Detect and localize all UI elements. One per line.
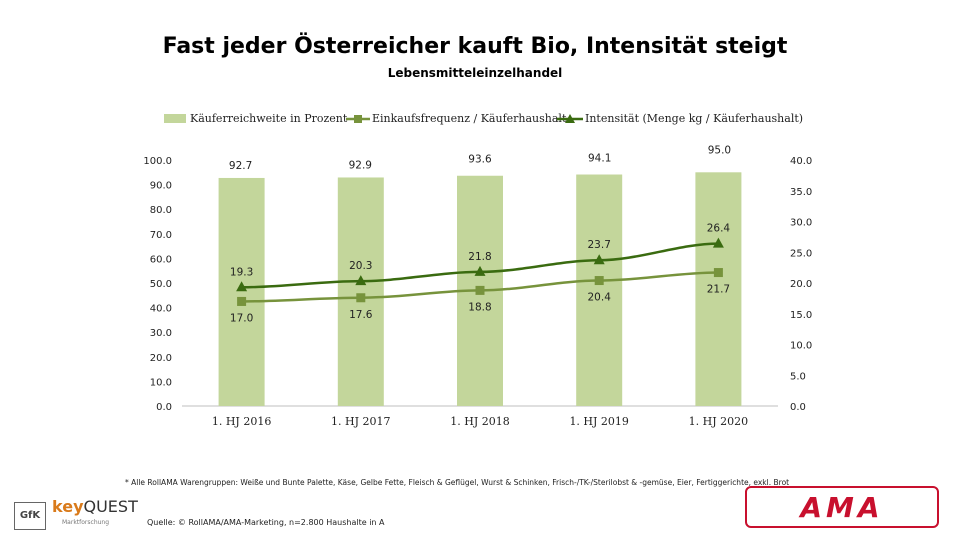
right-axis-tick-label: 30.0 (790, 218, 812, 229)
frequency-data-label: 21.7 (707, 284, 730, 296)
frequency-data-label: 17.6 (349, 309, 373, 321)
keyquest-subtitle: Marktforschung (62, 519, 110, 526)
bar-data-label: 92.7 (229, 160, 252, 172)
right-axis-tick-label: 20.0 (790, 279, 812, 290)
frequency-point (713, 268, 723, 278)
left-axis-tick-label: 90.0 (150, 181, 172, 192)
intensity-point (236, 281, 248, 292)
legend-bar-swatch (164, 114, 186, 123)
keyquest-logo: keyQUEST (52, 497, 138, 516)
intensity-data-label: 26.4 (707, 223, 731, 235)
left-axis-tick-label: 80.0 (150, 205, 172, 216)
left-axis-tick-label: 0.0 (156, 402, 172, 413)
frequency-point (237, 296, 247, 306)
frequency-data-label: 18.8 (468, 301, 491, 313)
footnote: * Alle RollAMA Warengruppen: Weiße und B… (125, 478, 790, 487)
left-axis-tick-label: 50.0 (150, 279, 172, 290)
bar-data-label: 95.0 (708, 144, 731, 156)
keyquest-key: key (52, 497, 84, 516)
bar-data-label: 94.1 (588, 153, 611, 165)
source-note: Quelle: © RollAMA/AMA-Marketing, n=2.800… (147, 518, 385, 527)
bar-data-label: 93.6 (468, 154, 492, 166)
intensity-data-label: 19.3 (230, 266, 253, 278)
intensity-data-label: 21.8 (468, 251, 491, 263)
left-axis-tick-label: 60.0 (150, 254, 172, 265)
frequency-point (475, 285, 485, 295)
left-axis-tick-label: 30.0 (150, 328, 172, 339)
bar (695, 172, 742, 406)
chart-title: Fast jeder Österreicher kauft Bio, Inten… (162, 34, 788, 59)
bar-data-label: 92.9 (349, 159, 372, 171)
x-tick-label: 1. HJ 2016 (212, 415, 272, 428)
right-axis-tick-label: 25.0 (790, 248, 812, 259)
x-tick-label: 1. HJ 2020 (689, 415, 749, 428)
left-axis-tick-label: 10.0 (150, 377, 172, 388)
frequency-data-label: 17.0 (230, 312, 253, 324)
right-axis-tick-label: 5.0 (790, 371, 806, 382)
frequency-data-label: 20.4 (588, 292, 612, 304)
right-axis-tick-label: 35.0 (790, 187, 812, 198)
right-axis-tick-label: 15.0 (790, 310, 812, 321)
left-axis-tick-label: 20.0 (150, 353, 172, 364)
bar (576, 174, 623, 406)
left-axis-tick-label: 100.0 (143, 156, 172, 167)
left-axis-tick-label: 70.0 (150, 230, 172, 241)
legend-item-frequency: Einkaufsfrequenz / Käuferhaushalt (372, 112, 567, 125)
intensity-point (712, 237, 724, 248)
right-axis-tick-label: 0.0 (790, 402, 806, 413)
legend-frequency-marker (354, 115, 362, 123)
intensity-point (593, 254, 605, 265)
left-axis-tick-label: 40.0 (150, 304, 172, 315)
intensity-data-label: 23.7 (588, 239, 611, 251)
bar (337, 177, 384, 406)
bar (218, 177, 265, 406)
ama-logo-text: AMA (800, 490, 884, 524)
gfk-logo: GfK (14, 502, 46, 530)
right-axis-tick-label: 40.0 (790, 156, 812, 167)
ama-logo: AMA (745, 486, 939, 528)
x-tick-label: 1. HJ 2017 (331, 415, 391, 428)
keyquest-quest: QUEST (83, 497, 138, 516)
frequency-point (594, 276, 604, 286)
chart-subtitle: Lebensmitteleinzelhandel (387, 66, 563, 80)
legend-item-reach: Käuferreichweite in Prozent (190, 112, 348, 125)
right-axis-tick-label: 10.0 (790, 341, 812, 352)
intensity-data-label: 20.3 (349, 260, 372, 272)
legend-item-intensity: Intensität (Menge kg / Käuferhaushalt) (585, 112, 803, 125)
intensity-point (355, 275, 367, 286)
intensity-point (474, 265, 486, 276)
legend-intensity-marker (565, 114, 575, 123)
x-tick-label: 1. HJ 2018 (450, 415, 510, 428)
frequency-point (356, 293, 366, 303)
x-tick-label: 1. HJ 2019 (569, 415, 629, 428)
